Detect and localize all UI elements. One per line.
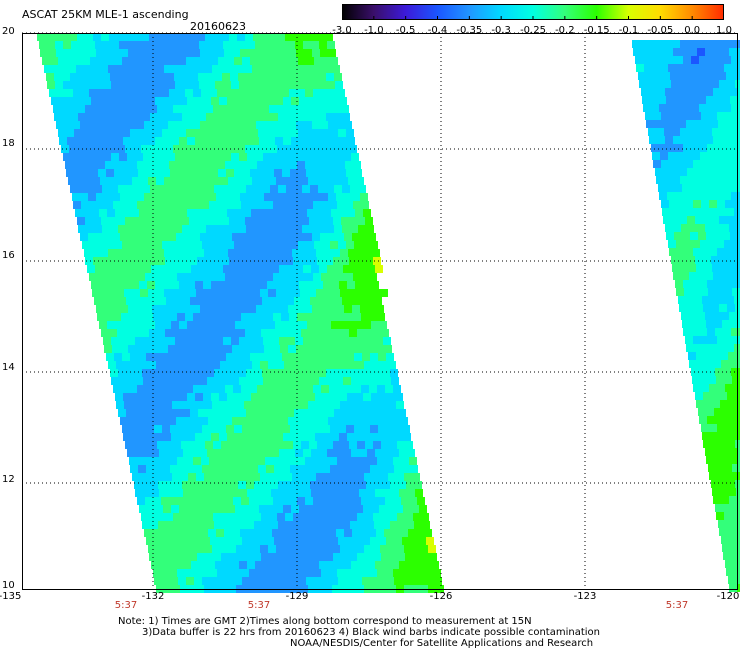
footnote-line: 3)Data buffer is 22 hrs from 20160623 4)… [142, 627, 600, 638]
colorbar-tick-label: -0.2 [555, 25, 575, 36]
product-date: 20160623 [190, 20, 246, 33]
footnote-line: Note: 1) Times are GMT 2)Times along bot… [118, 616, 532, 627]
lat-label: 16 [2, 250, 15, 261]
colorbar-tick-label: 1.0 [716, 25, 732, 36]
colorbar-tick-label: -3.0 [332, 25, 352, 36]
lat-label: 18 [2, 138, 15, 149]
lon-label: -132 [141, 591, 165, 602]
colorbar-tick-label: 0.0 [684, 25, 701, 36]
colorbar-tick-label: -0.05 [647, 25, 674, 36]
map-plot [22, 32, 740, 593]
plot-frame [22, 33, 738, 590]
lat-label: 20 [2, 26, 15, 37]
colorbar-tick-label: -0.4 [427, 25, 448, 36]
footnote-line: NOAA/NESDIS/Center for Satellite Applica… [290, 638, 594, 649]
colorbar-tick-label: -0.15 [583, 25, 610, 36]
colorbar-tick-label: -0.1 [618, 25, 639, 36]
colorbar-tick-label: -0.3 [491, 25, 511, 36]
colorbar-tick-label: -0.25 [520, 25, 546, 36]
colorbar [342, 4, 724, 20]
swath-west [37, 33, 444, 593]
lon-label: -126 [429, 591, 453, 602]
lon-label: -135 [0, 591, 22, 602]
colorbar-tick-label: -1.0 [364, 25, 384, 36]
time-label: 5:37 [114, 600, 138, 611]
lat-label: 14 [2, 362, 15, 373]
swath-east [632, 40, 740, 592]
lat-label: 12 [2, 474, 15, 485]
time-label: 5:37 [247, 600, 271, 611]
time-label: 5:37 [665, 600, 689, 611]
lon-label: -123 [573, 591, 597, 602]
lon-label: -120 [716, 591, 740, 602]
lat-label: 10 [2, 580, 15, 591]
colorbar-tick-label: -0.5 [395, 25, 416, 36]
lon-label: -129 [285, 591, 309, 602]
colorbar-tick-label: -0.35 [456, 25, 483, 36]
product-title: ASCAT 25KM MLE-1 ascending [22, 8, 189, 21]
